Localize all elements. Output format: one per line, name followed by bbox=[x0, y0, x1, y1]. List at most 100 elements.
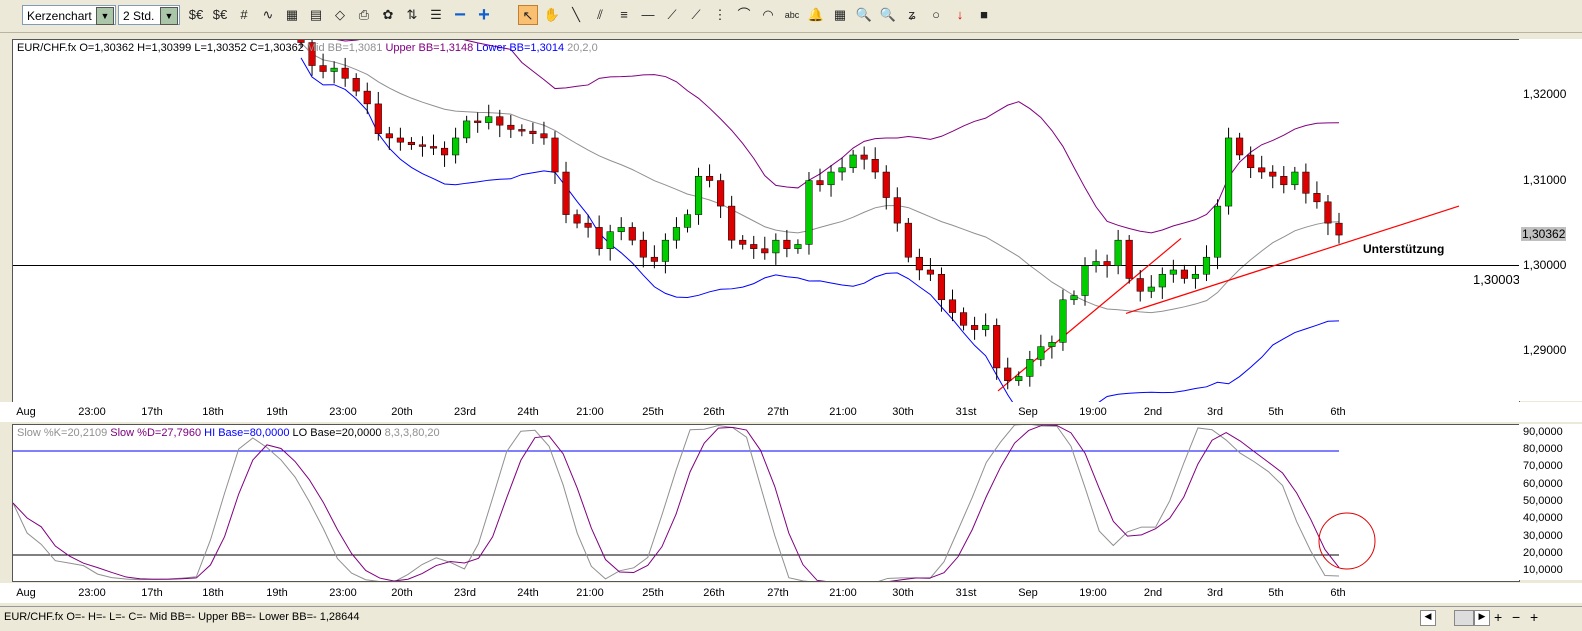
color-palette-icon[interactable]: ■ bbox=[980, 7, 988, 22]
candle-body bbox=[1302, 171, 1310, 194]
stoch-info: Slow %K=20,2109 Slow %D=27,7960 HI Base=… bbox=[17, 427, 440, 439]
candle-body bbox=[926, 269, 934, 275]
candle bbox=[1335, 212, 1343, 244]
timeframe-value: 2 Std. bbox=[123, 9, 155, 23]
zoom-icon[interactable]: 🔍 bbox=[855, 7, 873, 22]
color-icon[interactable]: ✿ bbox=[382, 7, 394, 22]
candle bbox=[1037, 334, 1045, 367]
candle bbox=[1258, 155, 1266, 179]
currency-alt-icon[interactable]: $€ bbox=[212, 7, 228, 22]
x-tick-label: 25th bbox=[642, 587, 664, 599]
candle-body bbox=[363, 90, 371, 105]
print-icon[interactable]: ⎙ bbox=[358, 7, 370, 22]
horizontal-line-icon[interactable]: — bbox=[641, 7, 655, 22]
candle bbox=[429, 134, 438, 155]
fibonacci-icon[interactable]: ≡ bbox=[620, 7, 628, 22]
chevron-down-icon[interactable]: ▼ bbox=[160, 7, 178, 25]
x-tick-label: 2nd bbox=[1143, 587, 1163, 599]
x-tick-label: 23rd bbox=[453, 587, 477, 599]
stoch-y-tick-label: 50,0000 bbox=[1523, 495, 1563, 507]
x-tick-label: 17th bbox=[141, 406, 163, 418]
candle-body bbox=[485, 116, 493, 123]
candle bbox=[805, 172, 813, 255]
candle bbox=[717, 173, 725, 219]
candle-body bbox=[1225, 137, 1233, 207]
alarm-icon[interactable]: 🔔 bbox=[807, 7, 825, 22]
stoch-y-tick-label: 90,0000 bbox=[1523, 425, 1563, 438]
candle-body bbox=[595, 227, 603, 249]
candle bbox=[694, 167, 703, 225]
scrollbar-thumb[interactable] bbox=[1454, 610, 1474, 626]
x-tick-label: 6th bbox=[1330, 406, 1346, 418]
candle-body bbox=[1015, 376, 1023, 381]
zoom-in-icon[interactable]: + bbox=[478, 4, 490, 26]
calc-icon[interactable]: ▦ bbox=[833, 7, 847, 22]
scroll-left-button[interactable]: ◀ bbox=[1420, 610, 1436, 626]
x-tick-label: 3rd bbox=[1207, 587, 1223, 599]
trend-line bbox=[1125, 205, 1460, 314]
candle bbox=[330, 61, 338, 84]
pointer-icon[interactable]: ↖ bbox=[518, 5, 538, 25]
candle bbox=[485, 104, 493, 130]
candle bbox=[683, 209, 692, 233]
mid-bb-line bbox=[300, 42, 1340, 314]
grid-icon[interactable]: # bbox=[240, 7, 248, 22]
candle-body bbox=[717, 180, 725, 207]
chart-type-select[interactable]: Kerzenchart ▼ bbox=[22, 5, 116, 25]
circle-icon[interactable]: ○ bbox=[932, 7, 940, 22]
candle-body bbox=[971, 325, 979, 330]
text-icon[interactable]: abc bbox=[784, 10, 800, 20]
calculator-icon[interactable]: ▦ bbox=[285, 7, 299, 22]
candle bbox=[407, 137, 415, 150]
scroll-right-button[interactable]: ▶ bbox=[1474, 610, 1490, 626]
cycle-icon[interactable]: ⌒ bbox=[737, 7, 751, 22]
candle bbox=[1136, 269, 1144, 302]
candle bbox=[628, 222, 636, 246]
chart-type-value: Kerzenchart bbox=[27, 9, 92, 23]
y-tick-label: 1,30000 bbox=[1523, 257, 1567, 272]
x-tick-label: 19th bbox=[266, 406, 288, 418]
layers-icon[interactable]: ⇅ bbox=[406, 7, 418, 22]
arc-icon[interactable]: ◠ bbox=[762, 7, 774, 22]
sell-arrow-icon[interactable]: ↓ bbox=[956, 7, 964, 22]
stochastic-chart[interactable]: Slow %K=20,2109 Slow %D=27,7960 HI Base=… bbox=[12, 424, 1520, 582]
x-tick-label: Sep bbox=[1018, 406, 1038, 418]
candle bbox=[352, 73, 360, 97]
candle-body bbox=[772, 239, 780, 254]
candle-body bbox=[904, 222, 912, 258]
candle bbox=[1291, 166, 1299, 190]
candle-body bbox=[849, 154, 857, 169]
candle-body bbox=[341, 67, 349, 79]
zoom-out-icon[interactable]: − bbox=[454, 4, 466, 26]
chart-window-icon[interactable]: ▤ bbox=[309, 7, 323, 22]
mid-bb-label: Mid BB=1,3081 bbox=[306, 42, 383, 54]
freehand-icon[interactable]: ʑ bbox=[908, 7, 916, 22]
candle-body bbox=[706, 176, 714, 181]
candle-body bbox=[418, 144, 427, 147]
timeframe-select[interactable]: 2 Std. ▼ bbox=[118, 5, 180, 25]
candle-body bbox=[871, 158, 879, 173]
price-chart[interactable]: EUR/CHF.fx O=1,30362 H=1,30399 L=1,30352… bbox=[12, 39, 1520, 403]
zoom-in-alt-button[interactable]: + bbox=[1530, 609, 1539, 625]
zoom-in-button[interactable]: + bbox=[1494, 609, 1503, 625]
indicator-icon[interactable]: ∿ bbox=[262, 7, 274, 22]
candle-body bbox=[573, 214, 581, 224]
line-icon[interactable]: ╲ bbox=[572, 7, 580, 22]
zoom-area-icon[interactable]: 🔍 bbox=[879, 7, 897, 22]
zoom-out-button[interactable]: − bbox=[1512, 609, 1521, 625]
eraser-icon[interactable]: ◇ bbox=[335, 7, 345, 22]
parallel-icon[interactable]: ⫽ bbox=[597, 7, 603, 22]
candle-body bbox=[1324, 201, 1332, 224]
hand-icon[interactable]: ✋ bbox=[543, 7, 561, 22]
candle-body bbox=[429, 146, 438, 149]
fan-icon[interactable]: ⟋ bbox=[667, 7, 677, 22]
x-tick-label: 5th bbox=[1268, 587, 1284, 599]
gann-icon[interactable]: ⟋ bbox=[691, 7, 701, 22]
template-icon[interactable]: ☰ bbox=[430, 7, 442, 22]
x-tick-label: 25th bbox=[642, 406, 664, 418]
candle-body bbox=[540, 133, 548, 139]
vertical-lines-icon[interactable]: ⋮ bbox=[713, 7, 727, 22]
chevron-down-icon[interactable]: ▼ bbox=[96, 7, 114, 25]
candle-body bbox=[948, 299, 957, 313]
currency-icon[interactable]: $€ bbox=[188, 7, 204, 22]
